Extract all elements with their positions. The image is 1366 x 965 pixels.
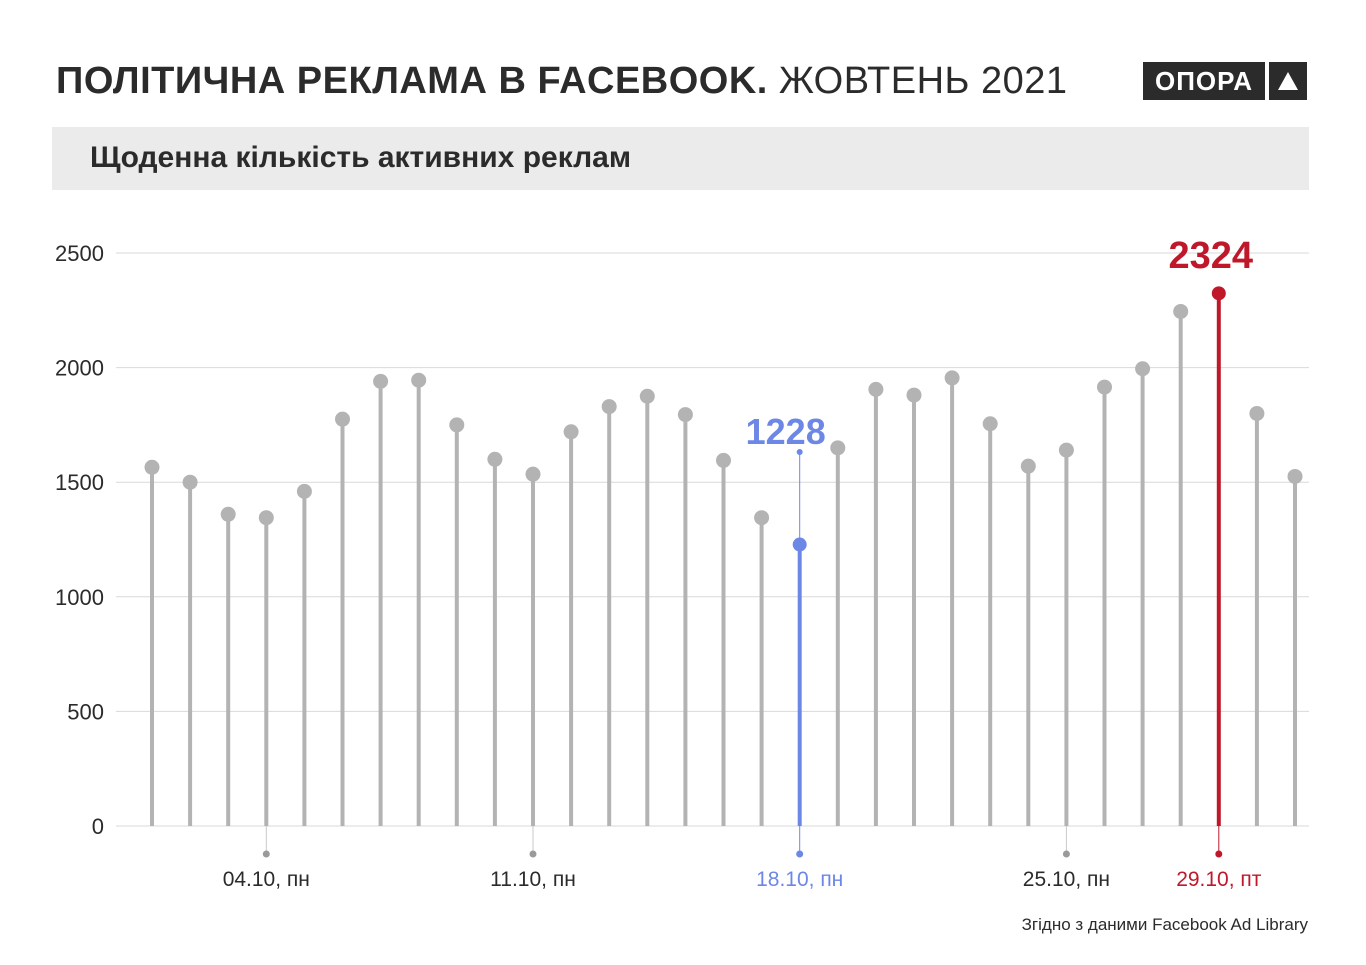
lollipop-dot — [373, 373, 389, 389]
logo-text: ОПОРА — [1143, 62, 1265, 100]
lollipop-dot — [677, 407, 693, 423]
lollipop-dot — [411, 372, 427, 388]
triangle-up-icon — [1268, 62, 1307, 100]
lollipop-dot — [716, 452, 731, 468]
x-tick-label: 18.10, пн — [756, 868, 843, 891]
lollipop-dot — [982, 416, 998, 432]
y-tick-label: 2500 — [55, 241, 104, 266]
x-tick-dot — [1062, 850, 1070, 858]
lollipop-dot — [639, 388, 655, 404]
y-tick-label: 0 — [92, 814, 104, 839]
lollipop-dot — [1249, 405, 1265, 421]
lollipop-dot — [144, 459, 160, 475]
lollipop-dot — [1058, 442, 1074, 458]
y-tick-label: 1500 — [55, 470, 104, 495]
x-tick-dot — [529, 850, 537, 858]
highlight-label-high: 2324 — [1169, 235, 1254, 277]
lollipop-dot — [1135, 361, 1151, 377]
lollipop-dot — [220, 506, 236, 522]
source-note: Згідно з даними Facebook Ad Library — [1021, 915, 1308, 934]
x-tick-dot — [796, 850, 804, 858]
lollipop-dot — [906, 387, 922, 403]
lollipop-dot — [335, 411, 350, 427]
lollipop-dot — [1173, 303, 1189, 319]
highlight-label-low: 1228 — [746, 411, 826, 452]
title-light: ЖОВТЕНЬ 2021 — [778, 60, 1068, 102]
x-tick-label: 29.10, пт — [1176, 868, 1262, 891]
y-tick-label: 1000 — [55, 585, 104, 610]
annotation-leader-dot — [796, 449, 803, 455]
x-tick-label: 25.10, пн — [1023, 868, 1110, 891]
lollipop-dot — [1097, 379, 1112, 395]
lollipop-dot — [449, 417, 465, 433]
lollipop-dot — [525, 466, 541, 482]
lollipop-dot — [487, 451, 503, 467]
x-tick-label: 04.10, пн — [223, 868, 310, 891]
subtitle-bar: Щоденна кількість активних реклам — [52, 127, 1309, 190]
opora-logo: ОПОРА — [1143, 62, 1307, 100]
lollipop-dot — [296, 483, 312, 499]
lollipop-dot — [1211, 286, 1226, 301]
lollipop-dot — [830, 440, 846, 456]
lollipop-dot — [182, 474, 198, 490]
y-tick-label: 2000 — [55, 356, 104, 381]
lollipop-dot — [944, 370, 960, 386]
y-tick-label: 500 — [67, 699, 104, 724]
title-bold: ПОЛІТИЧНА РЕКЛАМА В FACEBOOK. — [56, 60, 768, 102]
lollipop-dot — [754, 510, 770, 526]
lollipop-dot — [1287, 468, 1303, 484]
x-tick-dot — [1215, 850, 1223, 858]
lollipop-dot — [1020, 458, 1036, 474]
lollipop-dot — [868, 381, 884, 397]
chart-title: ПОЛІТИЧНА РЕКЛАМА В FACEBOOK. ЖОВТЕНЬ 20… — [56, 58, 1068, 104]
lollipop-dot — [563, 424, 579, 440]
x-tick-dot — [262, 850, 270, 858]
lollipop-dot — [601, 399, 617, 415]
lollipop-chart: 0 500 1000 1500 2000 2500 04.10, пн 11.10, пн 18… — [55, 235, 1309, 891]
x-tick-label: 11.10, пн — [490, 868, 576, 891]
lollipop-dot — [258, 510, 274, 526]
chart-subtitle: Щоденна кількість активних реклам — [90, 141, 632, 174]
